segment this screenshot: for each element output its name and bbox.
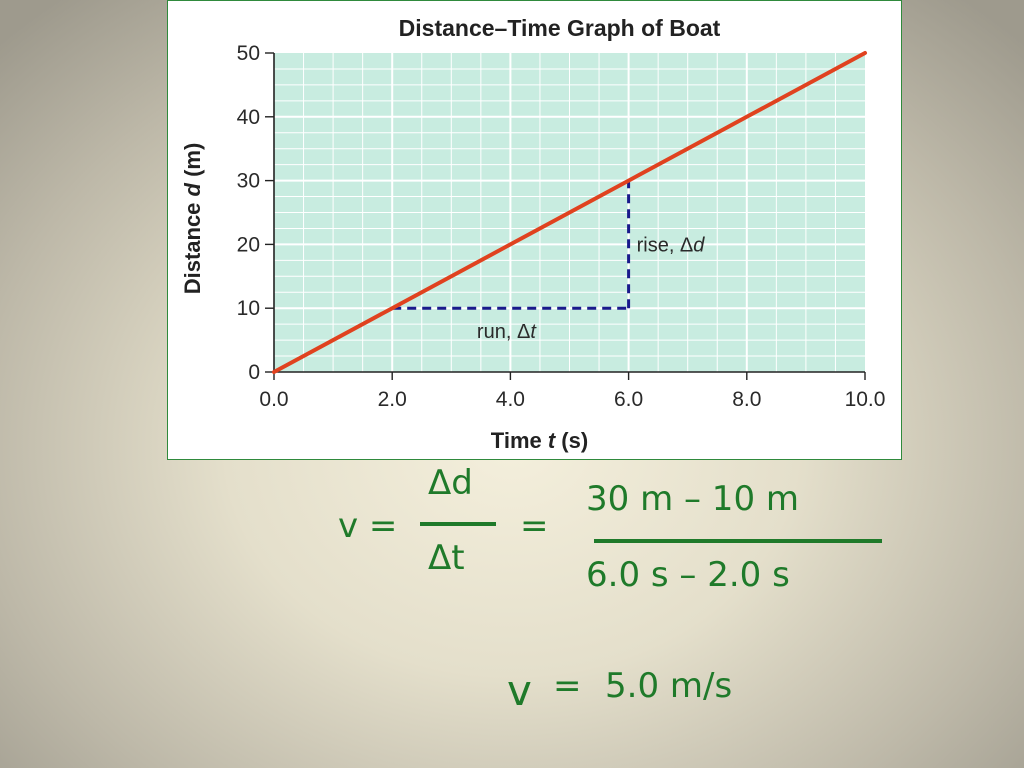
- y-axis-title: Distance d (m): [180, 143, 205, 295]
- series-line: [272, 51, 867, 374]
- run-label: run, Δt: [477, 321, 537, 343]
- numeric-denominator: 6.0 s – 2.0 s: [586, 555, 790, 595]
- velocity-symbol: v =: [338, 506, 398, 546]
- equals-sign: =: [520, 506, 549, 546]
- y-tick-label: 0: [248, 361, 260, 384]
- distance-time-chart: 0.0 2.0 4.0 6.0 8.0 10.0 0 10 20 30 40 50 Distance–T…: [180, 15, 886, 453]
- result-value: 5.0 m/s: [605, 666, 733, 706]
- numeric-numerator: 30 m – 10 m: [586, 479, 799, 519]
- fraction-bar-symbolic: [420, 522, 496, 526]
- x-tick-label: 6.0: [614, 388, 643, 411]
- y-tick-label: 10: [237, 297, 260, 320]
- x-tick-label: 8.0: [732, 388, 761, 411]
- x-tick-label: 0.0: [259, 388, 288, 411]
- x-axis-title: Time t (s): [491, 428, 588, 453]
- delta-t-denominator: Δt: [428, 538, 465, 578]
- result-v-symbol: v: [507, 666, 532, 715]
- x-tick-label: 2.0: [378, 388, 407, 411]
- y-tick-label: 30: [237, 170, 260, 193]
- x-tick-label: 10.0: [845, 388, 886, 411]
- result-equals-sign: =: [553, 666, 582, 706]
- y-tick-label: 50: [237, 42, 260, 65]
- delta-d-numerator: Δd: [428, 463, 473, 503]
- x-tick-label: 4.0: [496, 388, 525, 411]
- y-tick-label: 20: [237, 233, 260, 256]
- y-tick-label: 40: [237, 106, 260, 129]
- fraction-bar-numeric: [594, 539, 882, 543]
- distance-time-figure: 0.0 2.0 4.0 6.0 8.0 10.0 0 10 20 30 40 50 Distance–T…: [167, 0, 902, 460]
- chart-title: Distance–Time Graph of Boat: [399, 15, 721, 41]
- rise-label: rise, Δd: [637, 234, 706, 256]
